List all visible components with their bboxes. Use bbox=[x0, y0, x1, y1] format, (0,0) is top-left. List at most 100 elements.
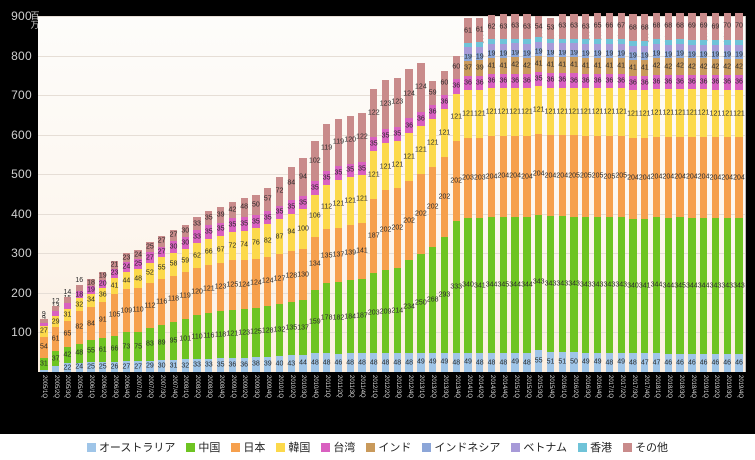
bar-segment[interactable]: 343 bbox=[733, 218, 745, 354]
bar-segment[interactable]: 135 bbox=[285, 301, 297, 355]
bar-segment[interactable]: 49 bbox=[594, 352, 601, 372]
bar-segment[interactable]: 16 bbox=[605, 36, 613, 51]
bar-group[interactable]: 46 182 137 121 35 119 bbox=[333, 16, 345, 372]
bar-group[interactable]: 48 159 134 106 35 102 bbox=[309, 16, 321, 372]
bar-group[interactable]: 29 83 112 52 27 25 bbox=[144, 16, 156, 372]
stacked-bar[interactable]: 49 343 205 121 36 41 19161265 bbox=[592, 13, 603, 372]
bar-segment[interactable]: 59 bbox=[429, 81, 437, 105]
bar-group[interactable]: 48 333 202 121 36 60 bbox=[450, 16, 462, 372]
bar-segment[interactable]: 62 bbox=[193, 243, 201, 268]
bar-segment[interactable]: 293 bbox=[439, 236, 450, 353]
stacked-bar[interactable]: 46 345 204 121 36 42 19161268 bbox=[674, 12, 686, 372]
bar-segment[interactable]: 36 bbox=[405, 118, 413, 133]
bar-segment[interactable]: 46 bbox=[723, 353, 731, 372]
bar-segment[interactable]: 209 bbox=[380, 270, 391, 354]
bar-segment[interactable]: 343 bbox=[592, 216, 603, 353]
bar-segment[interactable]: 33 bbox=[205, 358, 213, 372]
bar-group[interactable]: 39 128 124 82 35 57 bbox=[262, 16, 274, 372]
bar-segment[interactable]: 41 bbox=[629, 59, 637, 76]
bar-segment[interactable]: 204 bbox=[686, 137, 698, 218]
bar-segment[interactable]: 112 bbox=[144, 283, 155, 328]
stacked-bar[interactable]: 32 101 119 59 30 30 bbox=[179, 225, 191, 372]
bar-segment[interactable]: 36 bbox=[417, 111, 425, 126]
bar-segment[interactable]: 69 bbox=[688, 12, 696, 40]
bar-segment[interactable]: 25 bbox=[87, 362, 95, 372]
bar-segment[interactable]: 19 bbox=[476, 52, 484, 61]
bar-segment[interactable]: 42 bbox=[664, 58, 672, 75]
bar-segment[interactable]: 49 bbox=[582, 352, 590, 372]
bar-segment[interactable]: 35 bbox=[323, 171, 331, 185]
bar-segment[interactable]: 343 bbox=[580, 216, 592, 353]
bar-segment[interactable]: 48 bbox=[311, 353, 319, 372]
bar-segment[interactable]: 44 bbox=[299, 354, 307, 372]
bar-segment[interactable]: 36 bbox=[676, 74, 684, 89]
stacked-bar[interactable]: 48 209 202 121 35 123 bbox=[380, 80, 391, 372]
bar-segment[interactable]: 36 bbox=[688, 74, 696, 90]
bar-group[interactable]: 24 48 82 32 18 16 bbox=[73, 16, 85, 372]
bar-segment[interactable]: 135 bbox=[321, 229, 332, 283]
bar-segment[interactable]: 340 bbox=[627, 218, 639, 354]
bar-segment[interactable]: 52 bbox=[146, 262, 154, 284]
legend-item[interactable]: 台湾 bbox=[321, 439, 355, 455]
bar-segment[interactable]: 121 bbox=[380, 142, 391, 191]
bar-segment[interactable]: 35 bbox=[252, 214, 260, 229]
bar-segment[interactable]: 41 bbox=[594, 57, 601, 74]
bar-segment[interactable]: 42 bbox=[735, 58, 743, 76]
bar-segment[interactable]: 204 bbox=[710, 137, 721, 219]
bar-segment[interactable]: 19 bbox=[558, 49, 566, 58]
bar-segment[interactable]: 12 bbox=[653, 31, 660, 45]
bar-segment[interactable]: 343 bbox=[545, 216, 556, 352]
bar-segment[interactable]: 33 bbox=[193, 217, 201, 231]
stacked-bar[interactable]: 47 341 204 121 36 41 19161268 bbox=[639, 14, 651, 372]
bar-segment[interactable]: 76 bbox=[252, 228, 260, 259]
bar-group[interactable]: 48 345 204 121 36 41 19161263 bbox=[497, 14, 509, 372]
stacked-bar[interactable]: 49 343 205 121 36 41 19161263 bbox=[580, 14, 592, 372]
bar-segment[interactable]: 41 bbox=[488, 57, 495, 75]
bar-segment[interactable]: 343 bbox=[721, 218, 733, 354]
bar-segment[interactable]: 12 bbox=[641, 33, 649, 46]
bar-group[interactable]: 48 341 203 121 36 39 19161261 bbox=[474, 16, 486, 372]
bar-segment[interactable]: 16 bbox=[558, 35, 566, 50]
bar-segment[interactable]: 340 bbox=[462, 218, 474, 353]
bar-segment[interactable]: 48 bbox=[240, 197, 248, 217]
stacked-bar[interactable]: 51 343 204 121 36 41 19161253 bbox=[545, 17, 556, 372]
bar-segment[interactable]: 16 bbox=[547, 35, 554, 50]
bar-segment[interactable]: 44 bbox=[122, 271, 130, 290]
bar-segment[interactable]: 12 bbox=[664, 32, 672, 45]
bar-segment[interactable]: 20 bbox=[99, 279, 107, 288]
bar-segment[interactable]: 63 bbox=[582, 14, 590, 40]
stacked-bar[interactable]: 48 234 202 121 36 124 bbox=[403, 69, 415, 372]
bar-segment[interactable]: 19 bbox=[499, 50, 507, 58]
bar-segment[interactable]: 12 bbox=[594, 31, 601, 44]
legend-item[interactable]: 韓国 bbox=[276, 439, 310, 455]
bar-group[interactable]: 48 344 204 121 36 42 19161263 bbox=[521, 14, 533, 372]
stacked-bar[interactable]: 50 343 205 121 36 41 19161263 bbox=[568, 13, 580, 372]
bar-segment[interactable]: 205 bbox=[615, 135, 627, 217]
bar-segment[interactable]: 121 bbox=[580, 88, 592, 136]
bar-segment[interactable]: 123 bbox=[238, 309, 250, 358]
bar-segment[interactable]: 30 bbox=[170, 240, 177, 253]
bar-segment[interactable]: 27 bbox=[170, 230, 177, 241]
bar-group[interactable]: 49 343 205 121 36 41 19161267 bbox=[615, 12, 627, 372]
stacked-bar[interactable]: 431542799 bbox=[40, 311, 48, 372]
bar-segment[interactable]: 36 bbox=[641, 75, 649, 90]
bar-segment[interactable]: 16 bbox=[476, 39, 484, 53]
bar-segment[interactable]: 121 bbox=[615, 88, 627, 136]
bar-segment[interactable]: 66 bbox=[111, 335, 118, 362]
stacked-bar[interactable]: 24 48 82 32 18 16 bbox=[75, 277, 83, 372]
bar-segment[interactable]: 46 bbox=[735, 353, 743, 372]
bar-segment[interactable]: 48 bbox=[499, 353, 507, 372]
bar-segment[interactable]: 94 bbox=[299, 158, 307, 196]
bar-segment[interactable]: 127 bbox=[274, 253, 285, 304]
bar-segment[interactable]: 109 bbox=[121, 289, 132, 333]
bar-segment[interactable]: 35 bbox=[335, 165, 342, 180]
bar-segment[interactable]: 16 bbox=[594, 36, 601, 51]
bar-segment[interactable]: 48 bbox=[629, 353, 637, 372]
bar-segment[interactable]: 62 bbox=[488, 14, 495, 40]
bar-segment[interactable]: 16 bbox=[523, 36, 531, 51]
bar-segment[interactable]: 345 bbox=[674, 217, 686, 354]
bar-segment[interactable]: 204 bbox=[533, 133, 545, 215]
bar-segment[interactable]: 19 bbox=[664, 50, 672, 59]
bar-segment[interactable]: 72 bbox=[228, 232, 236, 261]
bar-segment[interactable]: 22 bbox=[64, 363, 71, 372]
